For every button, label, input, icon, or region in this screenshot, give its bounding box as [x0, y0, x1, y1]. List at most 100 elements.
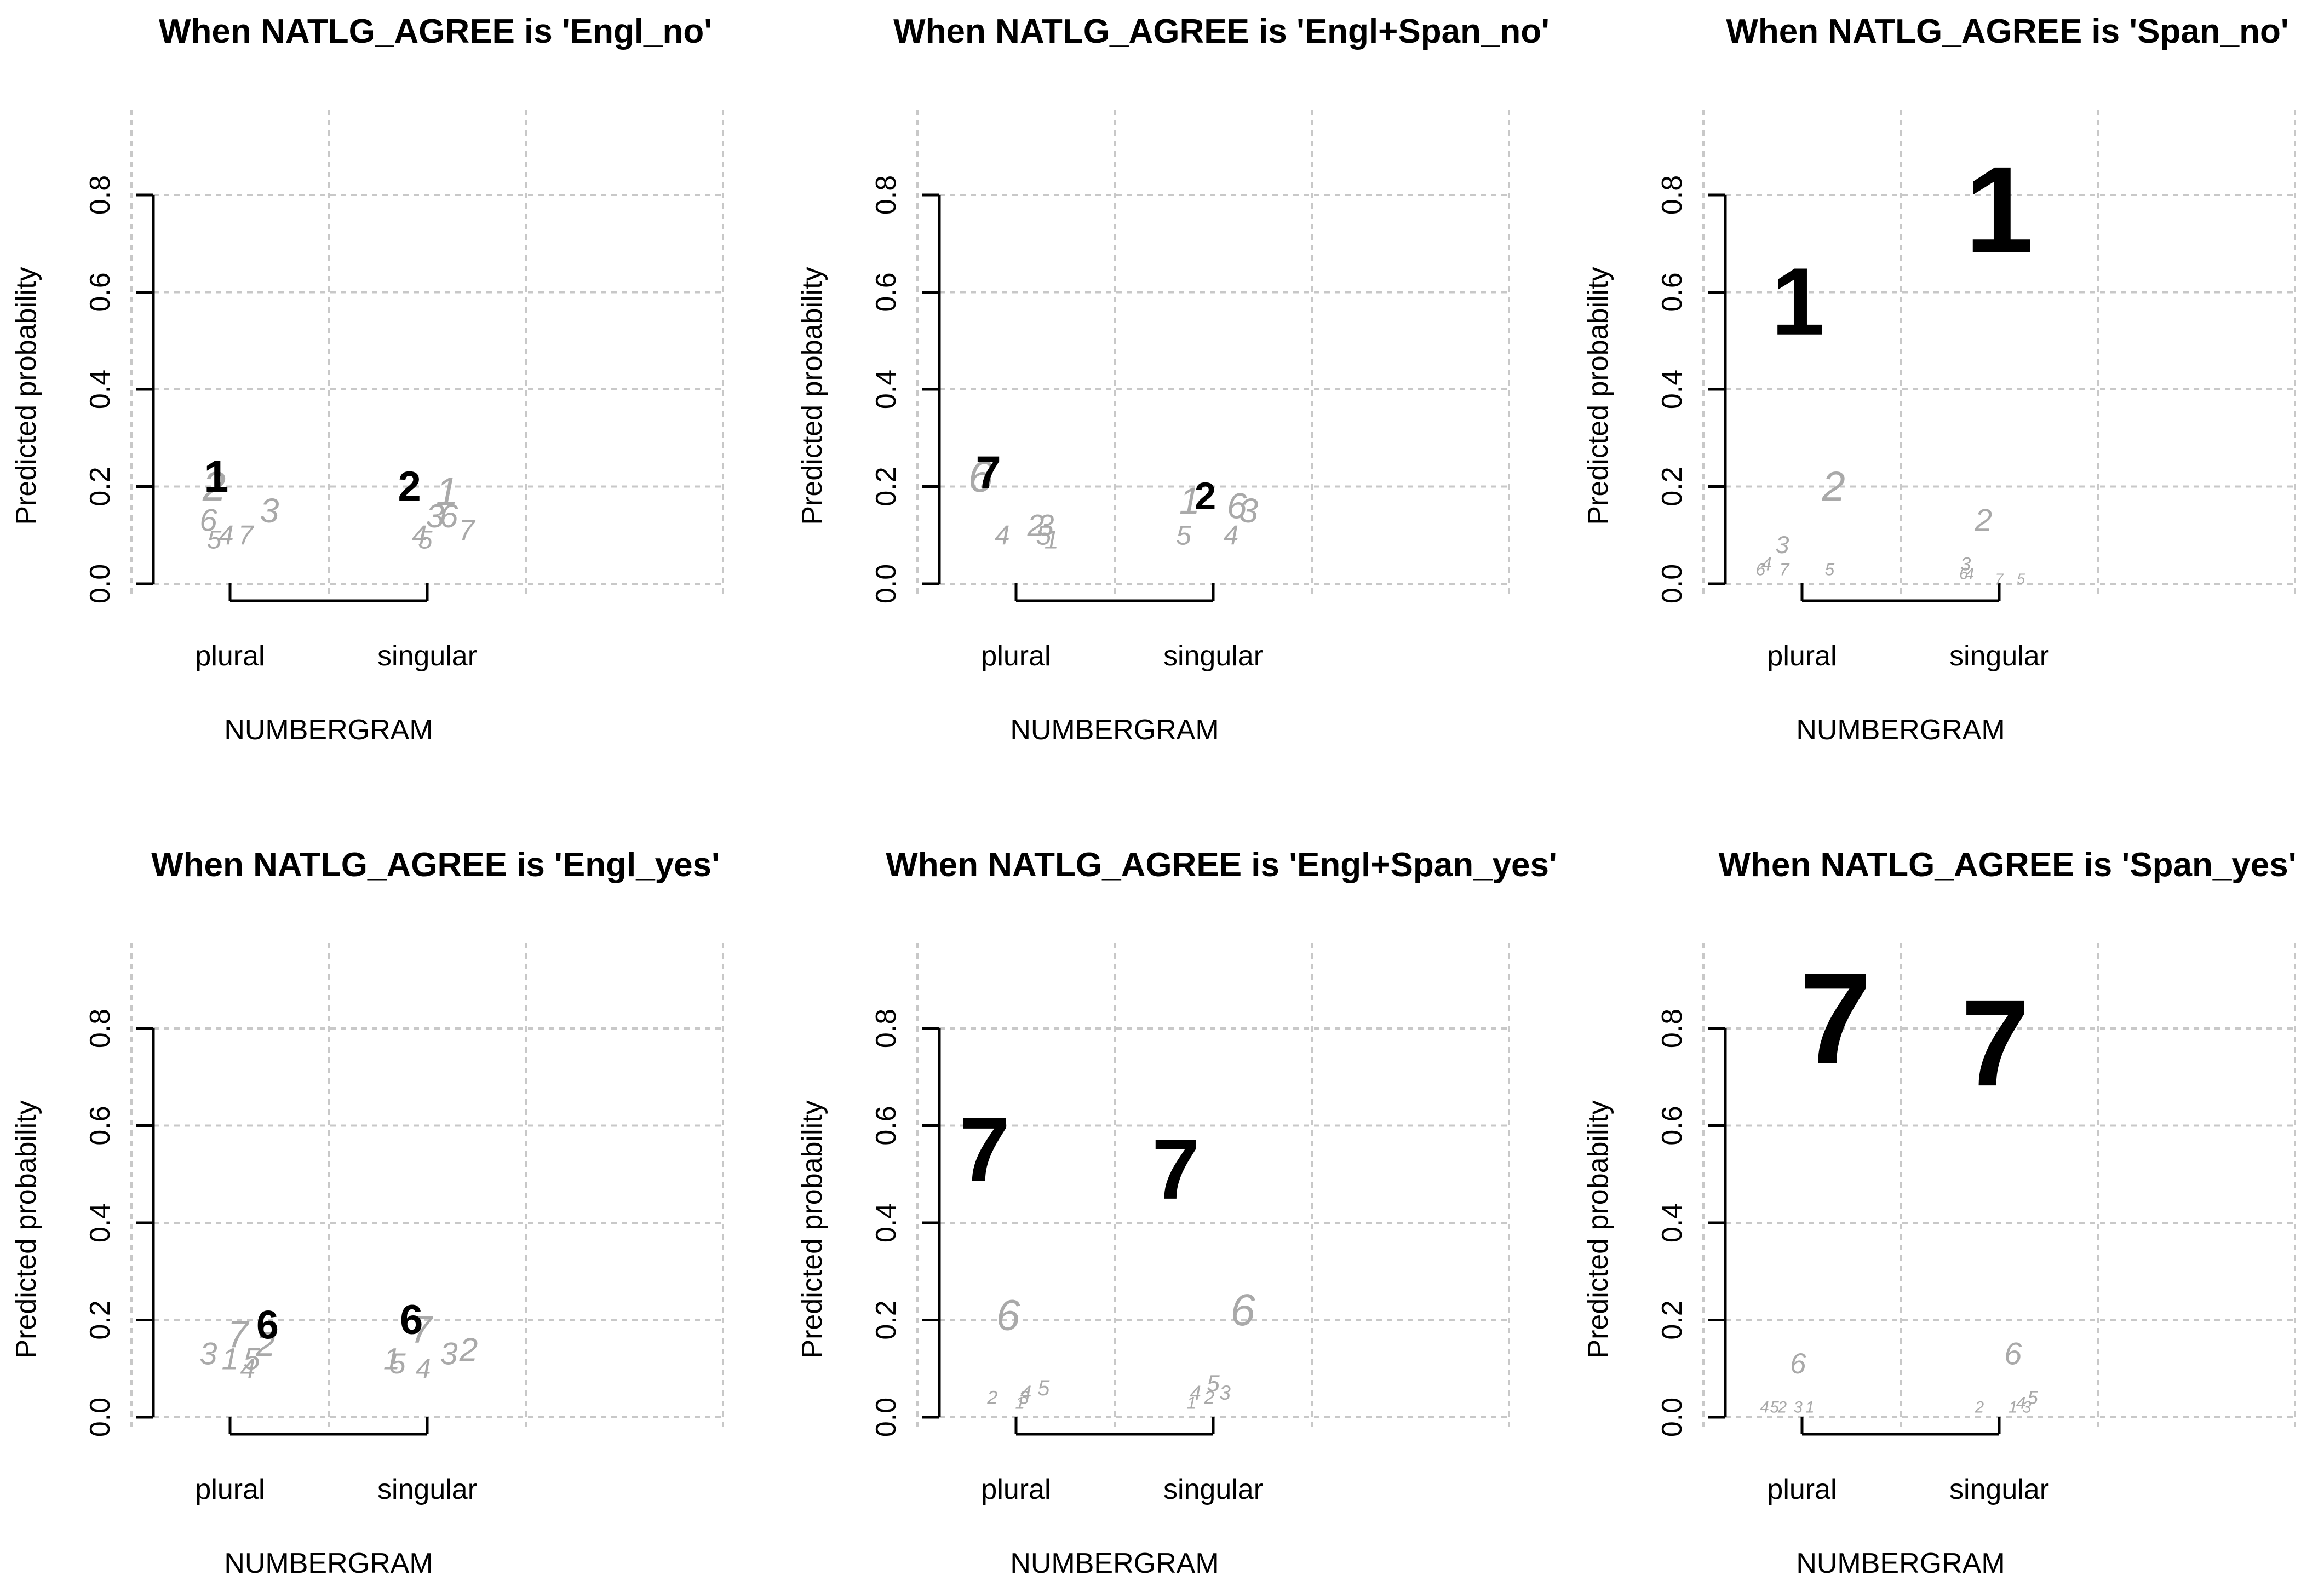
- y-tick-label: 0.4: [1656, 370, 1688, 409]
- data-point: 2: [1975, 1399, 1984, 1416]
- data-point: 2: [255, 1325, 275, 1364]
- y-tick-label: 0.4: [870, 1203, 902, 1243]
- data-point: 5: [1770, 1399, 1779, 1416]
- data-point: 2: [202, 463, 226, 510]
- data-point: 2: [459, 1331, 478, 1368]
- x-tick-label: singular: [1163, 1474, 1263, 1505]
- y-axis-label: Predicted probability: [10, 1100, 42, 1358]
- panel-title: When NATLG_AGREE is 'Span_no': [1726, 13, 2288, 50]
- data-point: 1: [2009, 1399, 2017, 1416]
- data-point: 3: [1794, 1399, 1803, 1416]
- y-tick-label: 0.0: [1656, 1398, 1688, 1437]
- data-point: 4: [1190, 1382, 1201, 1404]
- y-tick-label: 0.4: [1656, 1203, 1688, 1243]
- panel-title: When NATLG_AGREE is 'Span_yes': [1719, 846, 2297, 884]
- data-point-predicted: 7: [1799, 946, 1872, 1091]
- data-point: 7: [1780, 559, 1790, 579]
- x-tick-label: plural: [981, 640, 1051, 672]
- x-axis-label: NUMBERGRAM: [1796, 714, 2005, 746]
- data-point: 4: [2016, 1393, 2026, 1412]
- data-point: 1: [383, 1342, 400, 1376]
- data-point: 3: [426, 497, 445, 534]
- x-tick-label: plural: [195, 1474, 265, 1505]
- data-point: 5: [1176, 520, 1191, 550]
- data-point: 7: [238, 520, 255, 550]
- x-tick-label: plural: [1767, 640, 1837, 672]
- data-point: 6: [968, 452, 994, 502]
- data-point: 4: [416, 1353, 431, 1384]
- data-point: 4: [240, 1353, 255, 1384]
- data-point: 5: [1036, 520, 1051, 550]
- data-point: 4: [1020, 1382, 1032, 1404]
- y-tick-label: 0.0: [870, 564, 902, 603]
- y-axis-label: Predicted probability: [1582, 1100, 1614, 1358]
- data-point: 2: [1974, 503, 1992, 538]
- data-point: 1: [1179, 480, 1200, 522]
- data-point: 6: [996, 1291, 1020, 1339]
- chart-panel: When NATLG_AGREE is 'Engl_yes' 0.0 0.2 0.4 0…: [10, 846, 724, 1579]
- y-tick-label: 0.0: [84, 1398, 116, 1437]
- data-point: 7: [1995, 571, 2004, 587]
- data-point: 2: [1027, 509, 1045, 543]
- data-point-predicted: 7: [959, 1099, 1010, 1201]
- y-tick-label: 0.8: [1656, 1009, 1688, 1048]
- data-point-predicted: 7: [1961, 974, 2029, 1112]
- y-tick-label: 0.2: [1656, 467, 1688, 506]
- y-tick-label: 0.8: [84, 1009, 116, 1048]
- chart-panel: When NATLG_AGREE is 'Engl+Span_yes' 0.0 0.…: [796, 846, 1557, 1579]
- y-tick-label: 0.2: [870, 467, 902, 506]
- y-tick-label: 0.8: [870, 1009, 902, 1048]
- x-tick-label: singular: [377, 640, 477, 672]
- y-axis-label: Predicted probability: [796, 267, 828, 525]
- data-point: 5: [243, 1342, 260, 1376]
- y-tick-label: 0.2: [84, 467, 116, 506]
- data-point: 3: [1219, 1382, 1231, 1404]
- data-point: 5: [1207, 1370, 1220, 1396]
- data-point: 3: [199, 1337, 217, 1372]
- y-tick-label: 0.8: [870, 175, 902, 215]
- y-tick-label: 0.0: [1656, 564, 1688, 603]
- y-tick-label: 0.4: [870, 370, 902, 409]
- data-point-predicted: 6: [400, 1297, 423, 1343]
- chart-panel: When NATLG_AGREE is 'Engl_no' 0.0 0.2 0.4 0.…: [10, 13, 724, 746]
- y-tick-label: 0.6: [870, 1106, 902, 1145]
- data-point: 6: [1227, 486, 1247, 526]
- data-point: 3: [1019, 1388, 1029, 1408]
- data-point: 6: [1790, 1348, 1806, 1380]
- x-tick-label: plural: [1767, 1474, 1837, 1505]
- panel-title: When NATLG_AGREE is 'Engl_yes': [151, 846, 720, 884]
- chart-panel: When NATLG_AGREE is 'Span_yes' 0.0 0.2 0.4 0…: [1582, 846, 2297, 1579]
- x-tick-label: plural: [981, 1474, 1051, 1505]
- data-point: 5: [389, 1348, 406, 1380]
- data-point-predicted: 2: [1195, 475, 1216, 518]
- data-point: 2: [1203, 1388, 1214, 1408]
- data-point-predicted: 7: [1152, 1122, 1200, 1217]
- data-point-predicted: 1: [1771, 249, 1824, 355]
- data-point: 3: [1960, 554, 1971, 575]
- data-point: 1: [1805, 1399, 1814, 1416]
- y-axis-label: Predicted probability: [10, 267, 42, 525]
- x-tick-label: singular: [1949, 640, 2049, 672]
- y-tick-label: 0.8: [84, 175, 116, 215]
- data-point: 5: [207, 526, 222, 555]
- x-axis-label: NUMBERGRAM: [1010, 714, 1219, 746]
- data-point-predicted: 7: [975, 446, 1001, 498]
- data-point-predicted: 2: [398, 463, 421, 510]
- x-axis-label: NUMBERGRAM: [224, 1548, 433, 1579]
- data-point: 4: [1965, 565, 1974, 583]
- data-point: 6: [440, 497, 458, 534]
- data-point: 6: [199, 503, 217, 538]
- data-point: 7: [227, 1314, 250, 1355]
- x-tick-label: plural: [195, 640, 265, 672]
- y-tick-label: 0.6: [870, 272, 902, 312]
- data-point: 5: [1825, 559, 1835, 579]
- panel-title: When NATLG_AGREE is 'Engl+Span_no': [893, 13, 1550, 50]
- data-point: 1: [1045, 526, 1059, 555]
- data-point: 5: [2028, 1388, 2039, 1408]
- data-point: 2: [1777, 1399, 1787, 1416]
- data-point: 3: [440, 1337, 458, 1372]
- data-point: 7: [458, 514, 475, 547]
- chart-panel: When NATLG_AGREE is 'Span_no' 0.0 0.2 0.4 0.…: [1582, 13, 2296, 746]
- data-point: 6: [1756, 559, 1766, 579]
